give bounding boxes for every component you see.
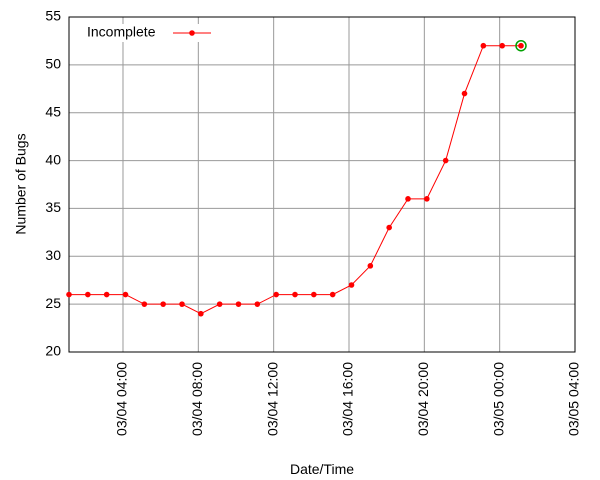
legend-marker xyxy=(189,30,195,36)
x-tick-label: 03/05 00:00 xyxy=(490,362,506,436)
y-tick-label: 20 xyxy=(45,343,61,359)
x-tick-label: 03/04 20:00 xyxy=(415,362,431,436)
point xyxy=(66,291,72,298)
point xyxy=(405,196,411,202)
x-tick-label: 03/04 12:00 xyxy=(264,362,280,436)
y-tick-label: 55 xyxy=(45,8,61,24)
y-tick-label: 40 xyxy=(45,151,61,167)
x-tick-label: 03/04 16:00 xyxy=(340,362,356,436)
point xyxy=(103,291,110,298)
point xyxy=(518,42,524,49)
highlight-ring xyxy=(515,39,527,52)
y-tick-label: 35 xyxy=(45,199,61,215)
point xyxy=(235,301,242,307)
point xyxy=(480,42,487,49)
point xyxy=(499,42,505,49)
point xyxy=(141,301,148,307)
y-tick-label: 50 xyxy=(45,56,61,72)
point xyxy=(216,301,223,307)
x-tick-label: 03/05 04:00 xyxy=(566,362,582,436)
point xyxy=(461,90,468,97)
grid xyxy=(69,16,576,353)
point xyxy=(160,301,166,307)
point xyxy=(311,291,317,298)
y-tick-label: 45 xyxy=(45,103,61,119)
point xyxy=(179,301,185,307)
x-tick-label: 03/04 08:00 xyxy=(189,362,205,436)
plot-border xyxy=(68,16,576,353)
point xyxy=(273,291,279,298)
y-tick-label: 30 xyxy=(45,247,61,263)
point xyxy=(122,291,129,298)
point xyxy=(85,291,91,298)
x-axis-label: Date/Time xyxy=(290,461,354,477)
legend-label: Incomplete xyxy=(87,24,156,40)
point xyxy=(348,282,355,288)
point xyxy=(424,196,430,202)
point xyxy=(198,310,204,317)
point xyxy=(386,224,392,231)
legend-background xyxy=(77,24,215,42)
point xyxy=(254,301,261,307)
point xyxy=(442,157,449,164)
point xyxy=(367,263,374,269)
x-tick-label: 03/04 04:00 xyxy=(114,362,130,436)
point xyxy=(292,291,298,298)
y-tick-label: 25 xyxy=(45,295,61,311)
point xyxy=(329,291,336,298)
y-axis-label: Number of Bugs xyxy=(13,133,29,234)
